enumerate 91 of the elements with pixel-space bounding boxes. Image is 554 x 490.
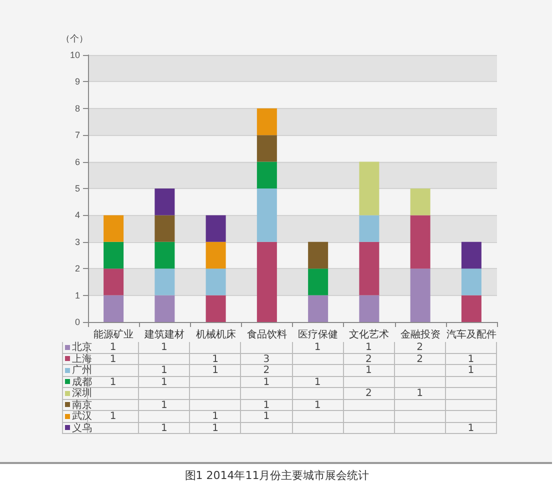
legend-label: 上海 [71, 354, 92, 364]
y-tick-label: 10 [70, 50, 80, 60]
data-label: 1 [139, 422, 190, 434]
x-tick-label: 金融投资 [400, 328, 440, 340]
legend-label: 南京 [71, 400, 92, 410]
data-label: 1 [110, 376, 116, 388]
bar [256, 108, 277, 136]
data-label: 1 [292, 342, 344, 354]
y-tick-label: 5 [74, 184, 80, 194]
data-label: 1 [292, 376, 344, 388]
bar [104, 295, 124, 322]
bar [206, 268, 226, 296]
data-label: 1 [394, 388, 446, 400]
data-label: 2 [344, 388, 395, 400]
y-tick-label: 0 [74, 317, 80, 327]
bar [359, 162, 380, 216]
bar [461, 242, 482, 269]
data-label: 1 [190, 365, 242, 376]
bar [256, 135, 277, 162]
data-label: 1 [344, 365, 395, 376]
bar [308, 268, 328, 296]
x-tick-label: 机械机床 [196, 328, 236, 340]
bar [308, 295, 328, 322]
data-label: 1 [344, 342, 395, 354]
x-tick-label: 能源矿业 [94, 328, 134, 340]
bar [206, 215, 226, 242]
data-label: 2 [394, 342, 446, 354]
bar [154, 215, 175, 242]
data-label: 1 [110, 354, 116, 364]
data-label: 1 [110, 342, 116, 353]
bar [154, 188, 175, 216]
y-tick-label: 7 [74, 130, 80, 140]
bar [410, 188, 430, 216]
legend-label: 广州 [71, 365, 92, 376]
data-label: 1 [139, 400, 190, 411]
x-tick-label: 食品饮料 [246, 328, 287, 340]
bar [308, 242, 328, 269]
text: 图1 2014年11月份主要城市展会统计 [184, 468, 370, 483]
data-label: 1 [139, 365, 190, 376]
y-tick-label: 2 [74, 264, 80, 274]
legend-label: 武汉 [71, 411, 92, 422]
data-label: 2 [344, 354, 395, 365]
data-label: 1 [190, 354, 242, 365]
data-label: 1 [241, 411, 292, 422]
y-tick-label: 9 [74, 76, 80, 87]
data-label: 1 [190, 422, 242, 434]
bar [256, 188, 277, 242]
x-tick-label: 文化艺术 [349, 328, 390, 340]
y-axis-title: （个） [61, 34, 88, 44]
bar [359, 215, 380, 242]
bar [461, 268, 482, 296]
data-label: 3 [241, 354, 292, 365]
data-label: 1 [446, 365, 497, 376]
data-label: 1 [139, 376, 190, 388]
data-label: 2 [241, 365, 292, 376]
data-label: 1 [446, 354, 497, 365]
legend-label: 义乌 [71, 422, 92, 434]
bar [206, 242, 226, 269]
data-label: 1 [139, 342, 190, 354]
data-label: 1 [190, 411, 242, 422]
bar [256, 242, 277, 322]
legend-label: 北京 [71, 342, 92, 354]
bar [256, 162, 277, 188]
bar [359, 295, 380, 322]
bar [206, 295, 226, 322]
data-label: 1 [241, 376, 292, 388]
y-tick-label: 3 [74, 236, 80, 247]
legend-label: 成都 [71, 376, 92, 388]
x-tick-label: 建筑建材 [144, 328, 185, 340]
data-label: 1 [292, 400, 344, 411]
legend-label: 深圳 [71, 388, 92, 400]
bar [154, 268, 175, 296]
bar [359, 242, 380, 296]
data-label: 2 [394, 354, 446, 365]
bar [410, 215, 430, 269]
bar [104, 268, 124, 296]
data-label: 1 [446, 422, 497, 434]
y-tick-label: 1 [74, 290, 80, 300]
data-label: 1 [241, 400, 292, 411]
bar [104, 242, 124, 269]
bar [410, 268, 430, 322]
x-tick-label: 医疗保健 [298, 328, 338, 340]
x-tick-label: 汽车及配件 [446, 328, 496, 340]
bar [104, 215, 124, 242]
bar [461, 295, 482, 322]
data-label: 1 [110, 411, 116, 422]
y-tick-label: 4 [74, 210, 80, 220]
bar [154, 242, 175, 269]
y-tick-label: 8 [74, 103, 80, 114]
bar [154, 295, 175, 322]
y-tick-label: 6 [74, 156, 80, 167]
